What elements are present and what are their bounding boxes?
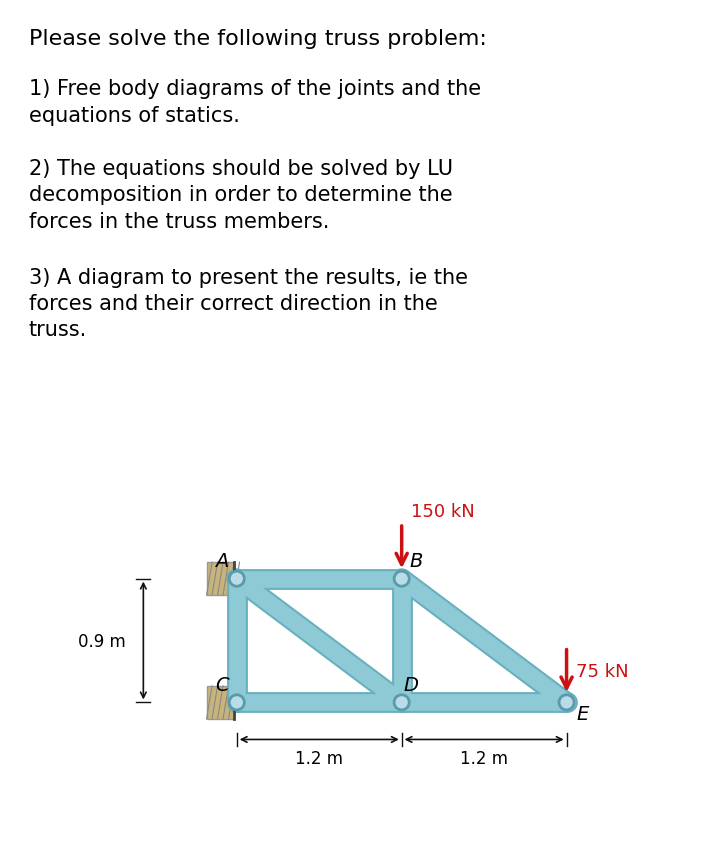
Text: Please solve the following truss problem:: Please solve the following truss problem…	[29, 29, 487, 49]
Circle shape	[229, 695, 244, 710]
Text: D: D	[403, 676, 418, 694]
Circle shape	[394, 695, 409, 710]
Bar	[206, 686, 234, 719]
Bar	[206, 562, 234, 596]
Circle shape	[394, 572, 409, 586]
Text: B: B	[410, 552, 423, 571]
Text: 3) A diagram to present the results, ie the
forces and their correct direction i: 3) A diagram to present the results, ie …	[29, 268, 468, 340]
Text: 1) Free body diagrams of the joints and the
equations of statics.: 1) Free body diagrams of the joints and …	[29, 79, 481, 125]
Text: 0.9 m: 0.9 m	[78, 632, 126, 650]
Circle shape	[559, 695, 574, 710]
Text: 75 kN: 75 kN	[576, 662, 629, 680]
Text: 2) The equations should be solved by LU
decomposition in order to determine the
: 2) The equations should be solved by LU …	[29, 158, 453, 231]
Circle shape	[229, 572, 244, 586]
Text: E: E	[576, 704, 589, 722]
Text: 150 kN: 150 kN	[411, 503, 475, 521]
Text: C: C	[215, 676, 229, 694]
Text: A: A	[215, 552, 228, 571]
Text: 1.2 m: 1.2 m	[296, 749, 343, 767]
Text: 1.2 m: 1.2 m	[460, 749, 508, 767]
